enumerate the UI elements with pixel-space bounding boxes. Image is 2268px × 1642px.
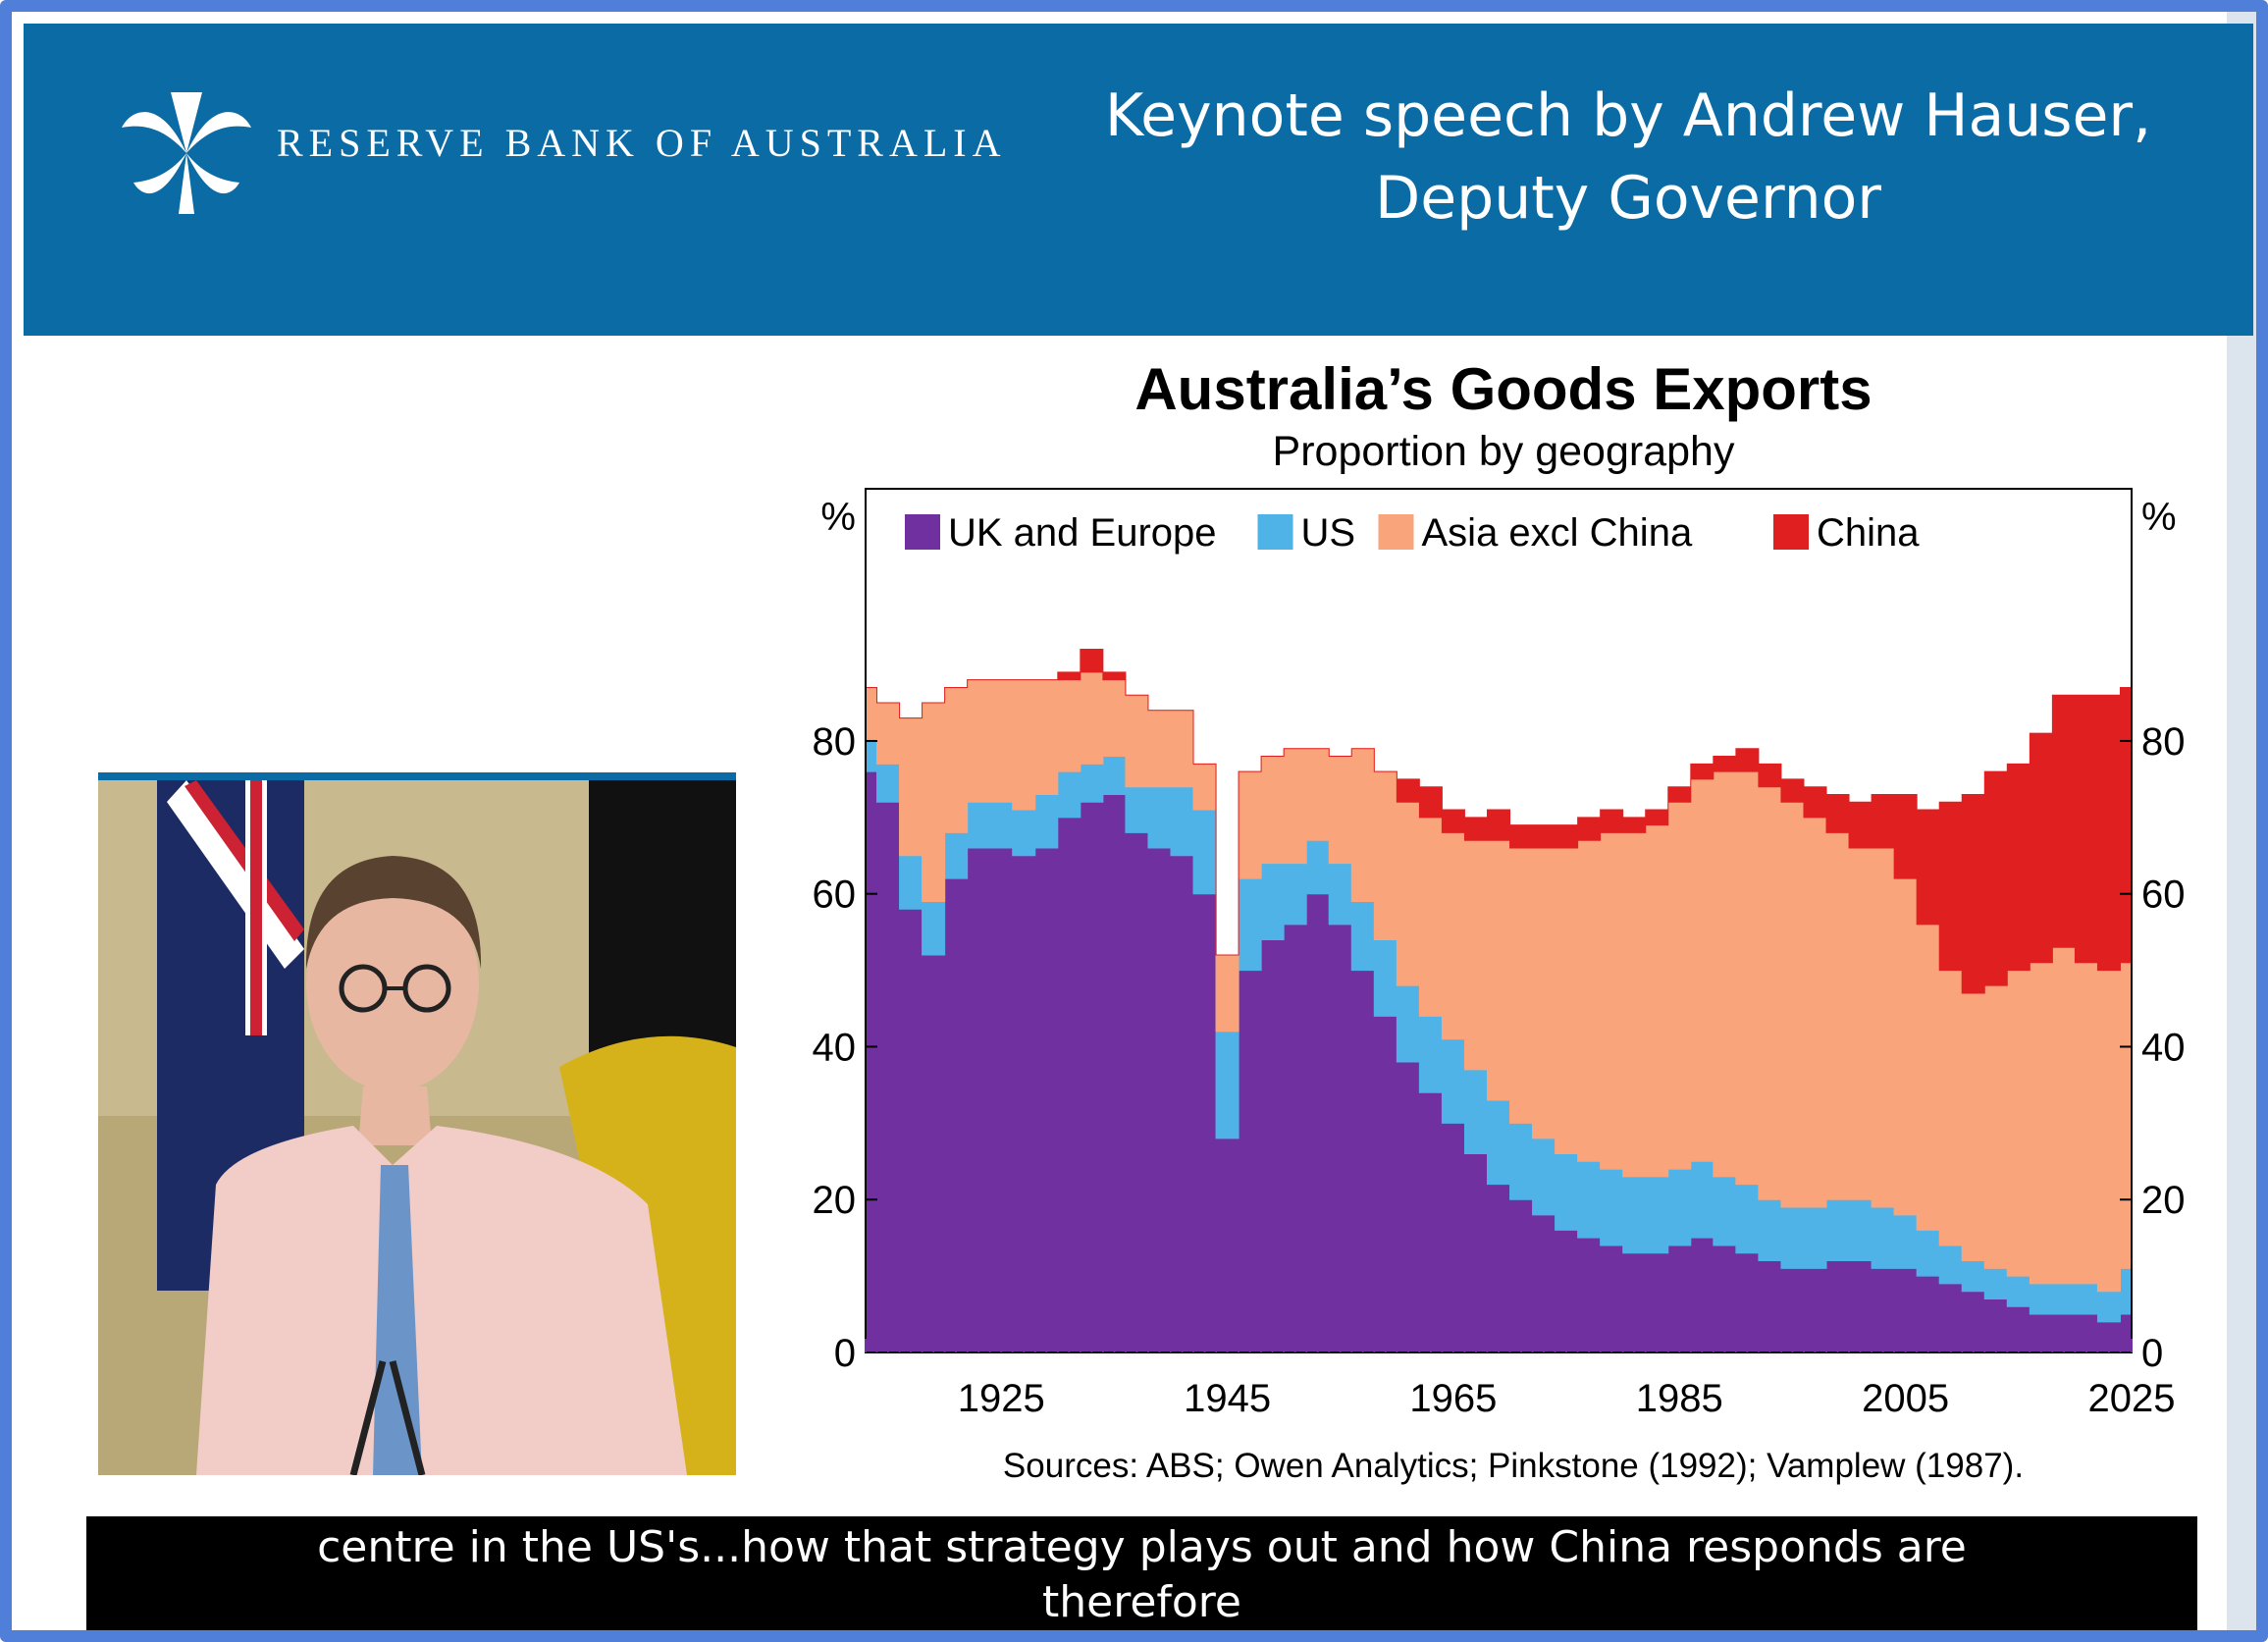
legend-label: UK and Europe — [948, 511, 1217, 555]
x-tick-label: 2005 — [1862, 1377, 1949, 1420]
y-tick-label-right: 60 — [2141, 874, 2186, 917]
legend-swatch — [905, 514, 940, 550]
y-unit-left: % — [820, 496, 856, 539]
chart-sources: Sources: ABS; Owen Analytics; Pinkstone … — [1002, 1447, 2025, 1485]
x-tick-label: 1985 — [1636, 1377, 1723, 1420]
video-top-border — [98, 772, 736, 780]
legend-swatch — [1773, 514, 1809, 550]
y-tick-label-right: 80 — [2141, 720, 2186, 764]
legend-swatch — [1378, 514, 1414, 550]
y-tick-label-left: 20 — [813, 1179, 857, 1222]
speech-title: Keynote speech by Andrew Hauser, Deputy … — [1104, 81, 2152, 233]
y-tick-label-left: 40 — [813, 1026, 857, 1069]
speaker-video-frame — [98, 780, 736, 1475]
y-unit-right: % — [2141, 496, 2177, 539]
chart-title: Australia’s Goods Exports — [1134, 356, 1872, 422]
y-tick-label-right: 40 — [2141, 1026, 2186, 1069]
chart-subtitle: Proportion by geography — [1272, 428, 1735, 475]
x-tick-label: 1965 — [1409, 1377, 1497, 1420]
x-tick-label: 2025 — [2088, 1377, 2176, 1420]
x-tick-label: 1945 — [1184, 1377, 1271, 1420]
y-tick-label-left: 0 — [834, 1332, 856, 1375]
y-tick-label-left: 80 — [813, 720, 857, 764]
logo-text: RESERVE BANK OF AUSTRALIA — [277, 121, 1007, 165]
caption-line-2: therefore — [1041, 1577, 1241, 1627]
legend-label: Asia excl China — [1422, 511, 1693, 555]
legend-label: US — [1301, 511, 1356, 555]
video-caption: centre in the US's...how that strategy p… — [86, 1516, 2197, 1630]
legend-swatch — [1257, 514, 1293, 550]
caption-line-1: centre in the US's...how that strategy p… — [317, 1522, 1967, 1572]
exports-chart: 0 0 20 20 40 40 60 60 80 80% % 1925 1945 1965 1985 2005… — [813, 488, 2186, 1420]
y-tick-label-right: 20 — [2141, 1179, 2186, 1222]
legend-label: China — [1817, 511, 1920, 555]
rba-logo-icon — [122, 92, 251, 214]
header-banner: RESERVE BANK OF AUSTRALIA Keynote speech… — [24, 24, 2253, 336]
series-area-china — [866, 649, 2133, 994]
y-tick-label-right: 0 — [2141, 1332, 2163, 1375]
x-tick-label: 1925 — [958, 1377, 1045, 1420]
y-tick-label-left: 60 — [813, 874, 857, 917]
speaker-video[interactable] — [98, 772, 736, 1475]
